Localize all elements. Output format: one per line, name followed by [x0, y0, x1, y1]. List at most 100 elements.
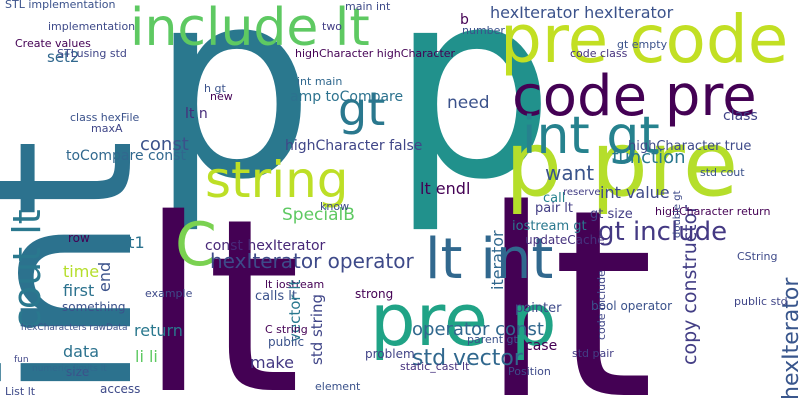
word: C string — [265, 323, 308, 336]
word: need — [447, 93, 489, 113]
word: const hexIterator — [205, 238, 326, 254]
word: SpecialB — [282, 205, 355, 225]
word: public — [268, 335, 304, 349]
word: p pre — [505, 112, 738, 217]
word: std cout — [700, 166, 745, 179]
word: std string — [308, 294, 326, 365]
word: lt int — [425, 227, 553, 292]
word: case — [525, 338, 557, 354]
word: hexIterator hexIterator — [490, 3, 674, 22]
word: set2 — [47, 48, 79, 66]
word: class — [723, 108, 758, 124]
word: something — [62, 300, 126, 314]
word: h gt — [204, 82, 226, 95]
word: end — [95, 262, 114, 292]
word: know — [320, 200, 349, 213]
word: highCharacter false — [285, 138, 422, 154]
word: lt endl — [420, 179, 470, 198]
word: updateCache — [525, 233, 605, 247]
word: lt — [480, 155, 654, 400]
word: List lt — [5, 385, 36, 398]
word: strong — [355, 287, 393, 301]
word: calls lt — [255, 289, 297, 304]
word: std vector — [412, 346, 524, 371]
word: want — [545, 161, 594, 185]
word: p — [390, 0, 555, 237]
word: copy constructor — [679, 205, 701, 365]
word: pre p — [370, 278, 557, 362]
word: set1 — [110, 233, 145, 252]
word: highCharacter return — [655, 205, 770, 218]
word: time — [63, 262, 99, 281]
word: amp toCompare — [290, 89, 403, 105]
word: highCharacter true — [628, 139, 751, 154]
word: int gt — [522, 106, 660, 166]
word: C — [175, 210, 217, 280]
word: public std — [734, 295, 788, 308]
word: operator const — [412, 319, 544, 340]
word: code pre — [512, 64, 757, 129]
word: STL implementation — [5, 0, 116, 11]
word: gt empty — [617, 38, 668, 51]
word: CString — [737, 250, 778, 263]
word: gt size — [590, 207, 633, 222]
word: lt n — [185, 106, 208, 122]
word: lt — [140, 167, 301, 400]
word: bool operator — [591, 299, 672, 313]
word: function — [612, 147, 686, 168]
word: data — [63, 342, 99, 361]
word: iterator — [488, 230, 507, 290]
word: highCharacter highCharacter — [295, 47, 456, 60]
word: two — [322, 20, 342, 33]
word: gt — [338, 82, 385, 136]
word: reserve — [563, 187, 601, 198]
word: parent gt — [467, 333, 519, 346]
word: hexCharacters rawData — [21, 323, 127, 333]
word: first — [63, 281, 94, 300]
word: int — [0, 139, 178, 400]
word: vector lt — [286, 279, 304, 342]
word: main int — [345, 0, 391, 13]
word: example — [145, 287, 193, 300]
word: number — [462, 24, 505, 37]
word: cout lt — [5, 209, 49, 330]
word: hexIterator — [779, 277, 800, 400]
word: call — [543, 191, 565, 206]
word: pointer — [515, 301, 562, 316]
word: numeric_limits lt — [32, 364, 107, 374]
word: code class — [570, 47, 628, 60]
word: problem — [365, 347, 415, 361]
word: row — [68, 231, 90, 245]
word: new — [210, 90, 233, 103]
word: Create values — [15, 37, 91, 50]
word: make — [250, 353, 294, 372]
word: class hexFile — [70, 111, 139, 124]
word: element — [315, 380, 361, 393]
word: STLusing std — [57, 47, 127, 60]
word: Position — [508, 365, 551, 378]
word: iostream gt — [512, 219, 587, 234]
word: fun — [14, 355, 29, 365]
word: pair lt — [535, 201, 573, 216]
word: hexIterator operator — [210, 249, 414, 273]
word: access — [100, 382, 140, 396]
word: b — [460, 12, 469, 28]
word: code include — [595, 270, 608, 340]
word: const — [140, 134, 189, 155]
word: toCompare const — [66, 148, 186, 164]
word: li li — [135, 347, 158, 366]
word: implementation — [48, 20, 135, 33]
word: return — [134, 321, 183, 340]
word: p — [150, 0, 315, 237]
word: int main — [297, 75, 342, 88]
word: size — [66, 365, 89, 379]
word: gt include — [598, 217, 727, 247]
word: int value — [600, 183, 670, 202]
word: pre code — [500, 1, 788, 78]
word: static_cast lt — [400, 360, 470, 373]
word: maxA — [91, 122, 123, 135]
word: double gt — [672, 190, 683, 238]
